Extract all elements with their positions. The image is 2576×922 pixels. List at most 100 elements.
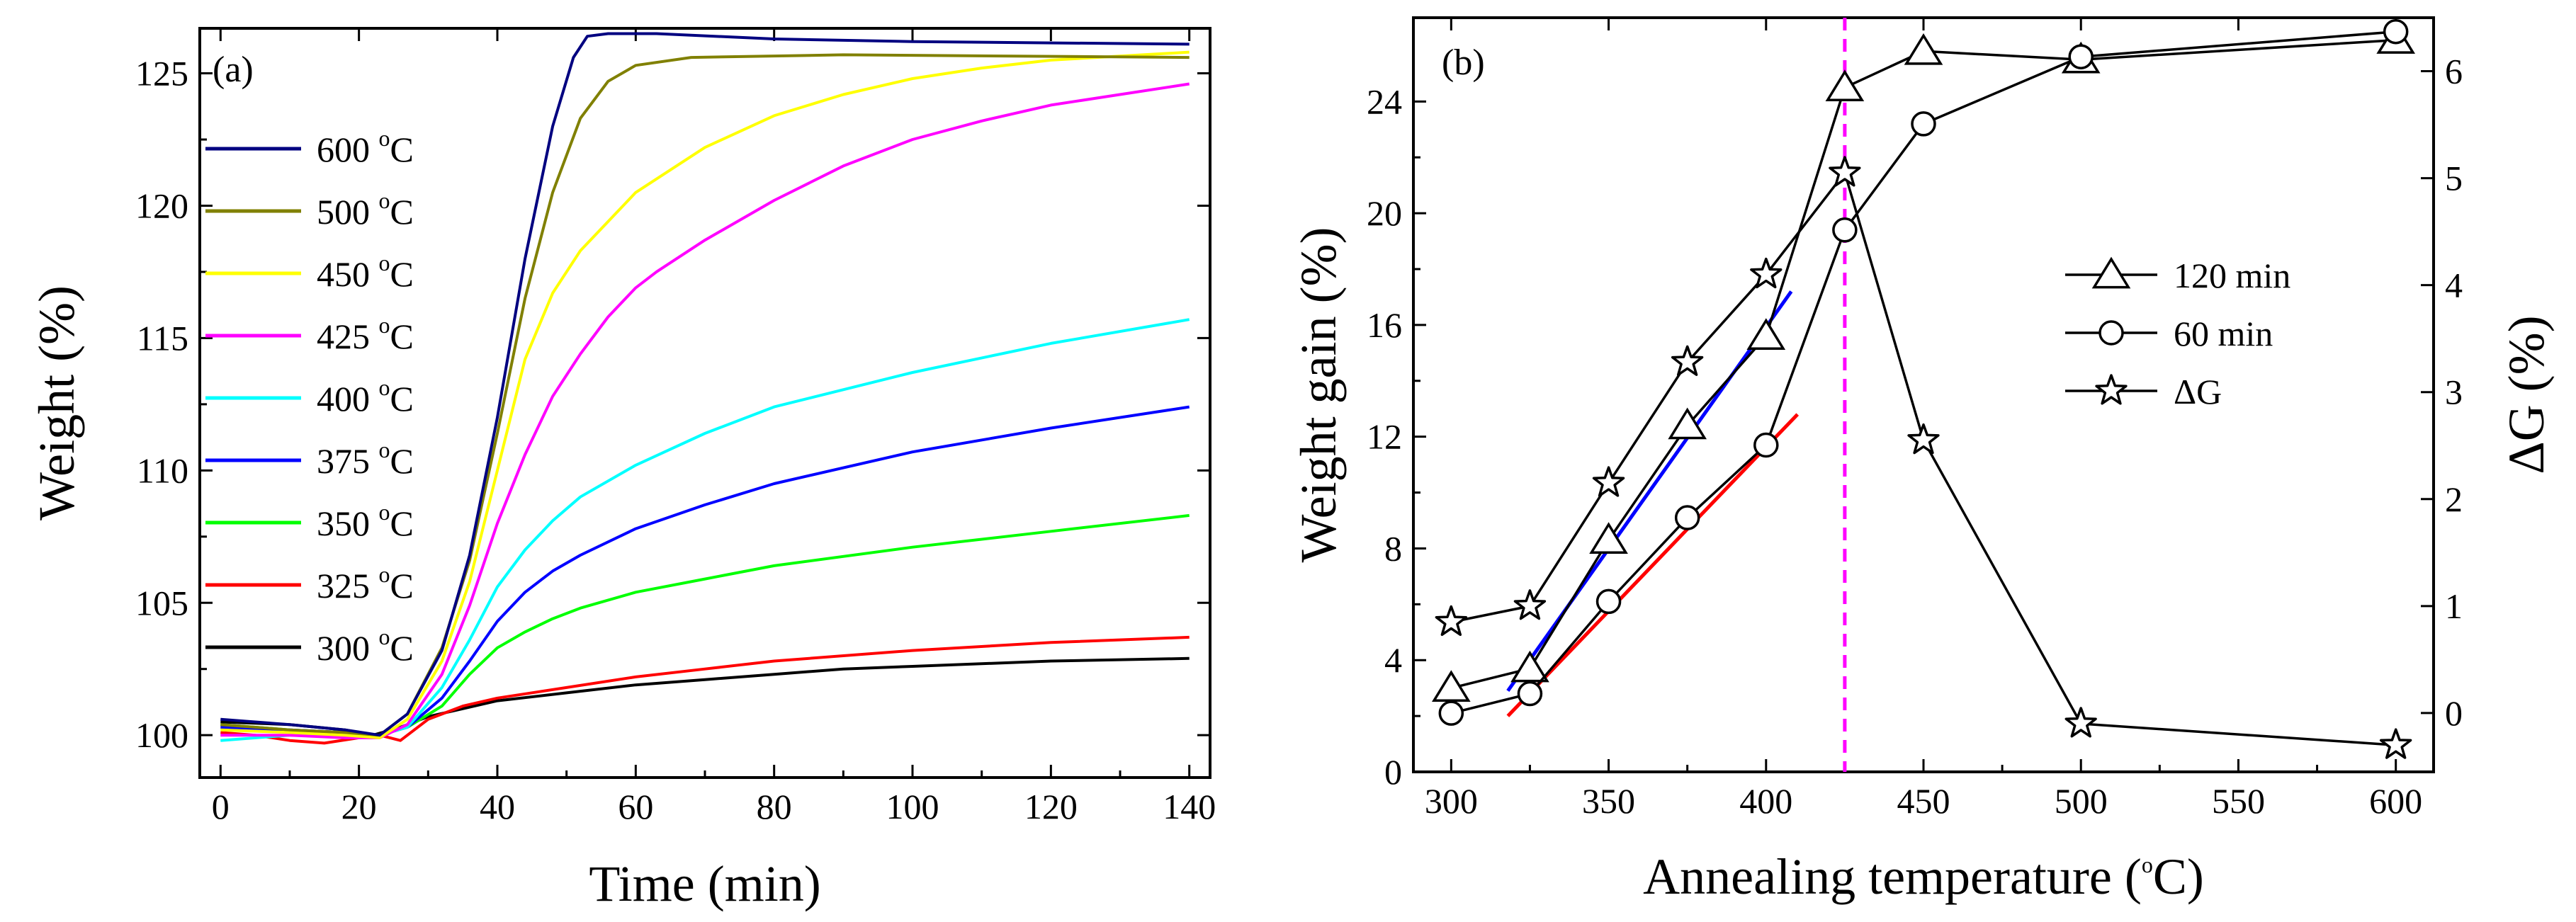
legend-label-circle: 60 min (2174, 314, 2273, 353)
x-axis-label-start: Annealing temperature ( (1643, 848, 2142, 905)
legend-unit: C (390, 130, 414, 169)
panel-a-y-axis-label: Weight (%) (28, 285, 85, 520)
legend-label-325: 325 oC (317, 562, 414, 605)
legend-unit: C (390, 566, 414, 605)
x-tick-label: 60 (618, 787, 653, 826)
x-tick-label: 550 (2212, 781, 2265, 821)
y-tick-label: 0 (1384, 752, 1402, 792)
legend-degree: o (379, 375, 390, 400)
panel-a-ticks: 0 20 40 60 80 100 120 140 100 105 110 115 120 125 (135, 28, 1216, 826)
panel-b-legend: 120 min 60 min ΔG (2065, 256, 2290, 411)
panel-b-series (1432, 18, 2415, 759)
data-point-star (1750, 257, 1783, 289)
legend-temp: 400 (317, 379, 379, 419)
legend-unit: C (390, 503, 414, 543)
x-tick-label: 100 (886, 787, 939, 826)
data-point-star (1513, 589, 1547, 620)
legend-degree: o (379, 188, 390, 213)
data-point-triangle (1589, 522, 1628, 554)
legend-temp: 350 (317, 503, 379, 543)
fit-line-1 (1506, 413, 1800, 717)
fit-line-0 (1506, 290, 1793, 693)
y-tick-label: 24 (1367, 81, 1402, 121)
y-tick-label: 12 (1367, 417, 1402, 457)
x-tick-label: 80 (757, 787, 792, 826)
series-line-450 (220, 50, 1190, 739)
legend-unit: C (390, 317, 414, 356)
legend-temp: 425 (317, 317, 379, 356)
panel-b-x-axis-label: Annealing temperature (oC) (1643, 848, 2204, 905)
legend-temp: 375 (317, 441, 379, 481)
y2-tick-label: 5 (2445, 159, 2463, 198)
data-point-triangle (1825, 69, 1865, 101)
series-line-325 (220, 635, 1190, 745)
legend-temp: 300 (317, 628, 379, 668)
legend-temp: 450 (317, 254, 379, 294)
y2-tick-label: 4 (2445, 266, 2463, 305)
data-point-circle (1753, 432, 1779, 458)
legend-degree: o (379, 125, 390, 151)
y-tick-label: 120 (135, 186, 188, 225)
y-tick-label: 16 (1367, 305, 1402, 345)
data-point-star (1907, 423, 1940, 455)
y2-tick-label: 0 (2445, 693, 2463, 733)
y2-tick-label: 2 (2445, 479, 2463, 519)
legend-unit: C (390, 441, 414, 481)
y2-tick-label: 6 (2445, 52, 2463, 91)
series-line-0 (1450, 38, 2396, 690)
legend-temp: 500 (317, 192, 379, 232)
legend-label-600: 600 oC (317, 125, 414, 169)
x-axis-label-end: C) (2153, 848, 2204, 905)
x-tick-label: 120 (1024, 787, 1078, 826)
legend-unit: C (390, 628, 414, 668)
y-tick-label: 4 (1384, 640, 1402, 680)
panel-a-series (220, 32, 1190, 745)
data-point-circle (1911, 111, 1936, 137)
data-point-circle (1438, 700, 1464, 726)
y-tick-label: 115 (137, 318, 188, 358)
legend-degree: o (379, 312, 390, 338)
y-tick-label: 100 (135, 715, 188, 755)
x-tick-label: 300 (1425, 781, 1478, 821)
data-point-triangle (1510, 650, 1549, 683)
panel-b-label: (b) (1442, 42, 1485, 83)
data-point-star (1671, 345, 1704, 376)
data-point-triangle (1904, 33, 1943, 65)
y-tick-label: 20 (1367, 193, 1402, 233)
legend-degree: o (379, 562, 390, 587)
legend-label-triangle: 120 min (2174, 256, 2290, 295)
x-tick-label: 140 (1163, 787, 1216, 826)
x-tick-label: 40 (480, 787, 515, 826)
data-point-triangle (1432, 670, 1471, 702)
panel-a-x-axis-label: Time (min) (589, 855, 820, 912)
panel-a-label: (a) (213, 50, 254, 90)
series-line-600 (220, 32, 1190, 737)
y-tick-label: 105 (135, 583, 188, 622)
panel-b-right-y-axis-label: ΔG (%) (2498, 315, 2555, 474)
legend-marker-triangle (2091, 256, 2131, 289)
legend-marker-circle (2098, 320, 2124, 346)
legend-label-300: 300 oC (317, 624, 414, 668)
x-tick-label: 450 (1897, 781, 1950, 821)
legend-label-425: 425 oC (317, 312, 414, 356)
panel-b-fit-lines (1506, 290, 1800, 717)
data-point-circle (2068, 44, 2094, 69)
legend-degree: o (379, 624, 390, 649)
x-tick-label: 20 (341, 787, 377, 826)
data-point-circle (1674, 505, 1700, 530)
x-tick-label: 600 (2369, 781, 2422, 821)
legend-temp: 325 (317, 566, 379, 605)
legend-label-star: ΔG (2174, 372, 2222, 411)
data-point-star (1829, 156, 1861, 187)
y2-tick-label: 3 (2445, 372, 2463, 412)
data-point-star (1435, 605, 1468, 637)
panel-a-weight-vs-time: 0 20 40 60 80 100 120 140 100 105 110 115 120 125 600… (28, 27, 1216, 912)
y-tick-label: 110 (137, 450, 188, 490)
x-tick-label: 400 (1739, 781, 1792, 821)
data-point-star (2379, 728, 2412, 759)
data-point-circle (1517, 681, 1543, 707)
legend-unit: C (390, 192, 414, 232)
data-point-triangle (1668, 407, 1707, 440)
